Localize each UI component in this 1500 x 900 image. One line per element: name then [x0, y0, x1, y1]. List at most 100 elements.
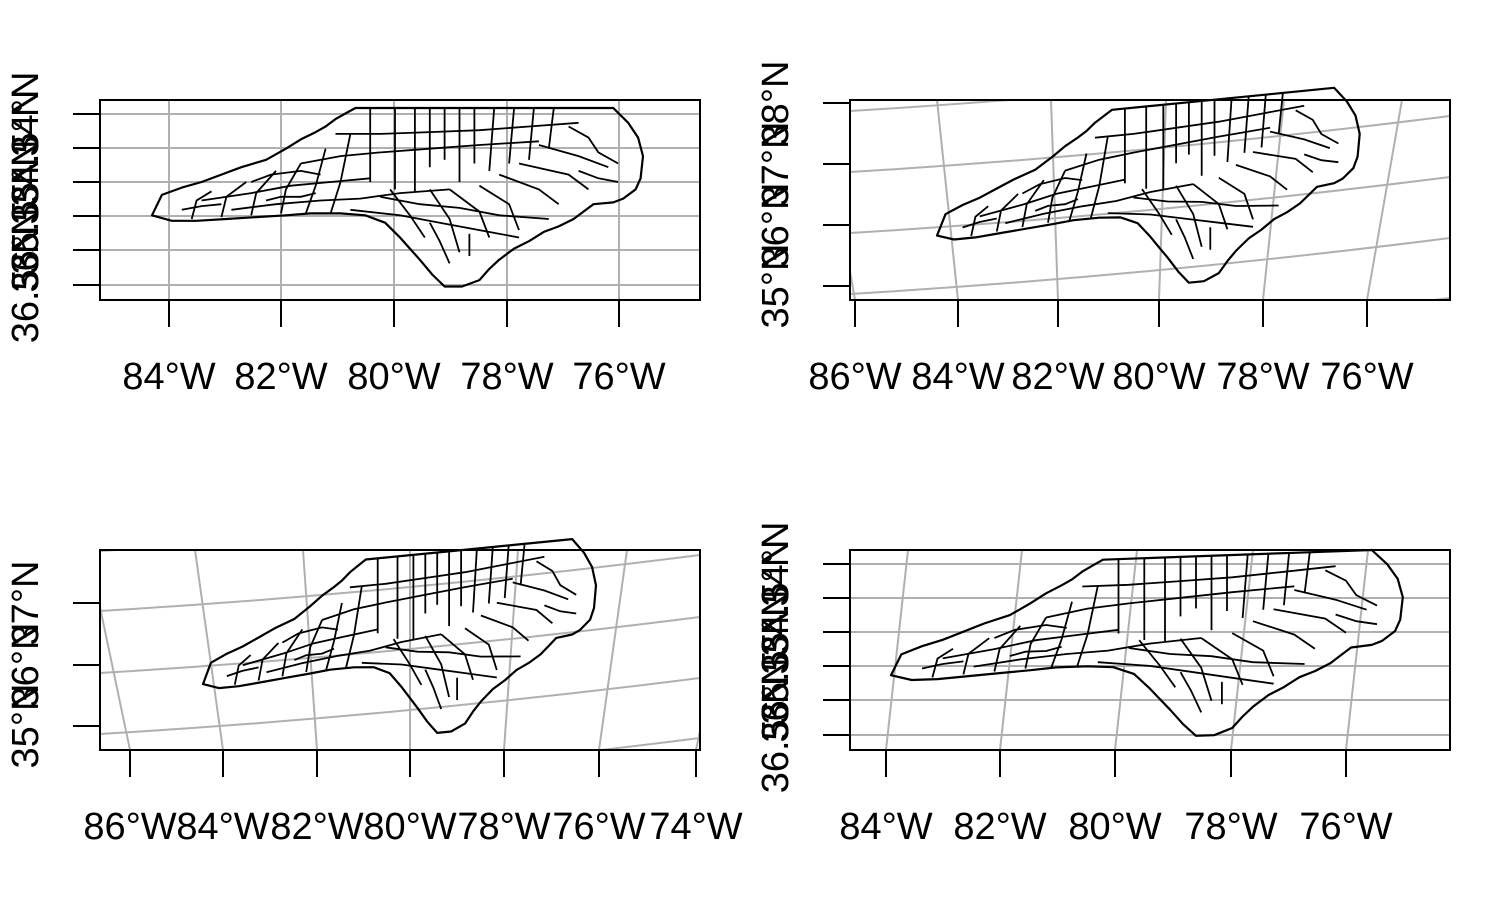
county-boundary [181, 203, 222, 211]
x-tick-label: 80°W [1068, 806, 1161, 848]
county-boundary [304, 148, 327, 214]
y-tick-label: 34.5°N [5, 90, 47, 207]
x-tick-label: 82°W [1011, 356, 1104, 398]
x-tick-label: 82°W [953, 806, 1046, 848]
county-boundary [496, 601, 553, 624]
county-boundary [979, 178, 1126, 218]
y-tick-label: 35°N [755, 590, 797, 675]
county-boundary [487, 546, 494, 604]
county-boundary [1034, 198, 1079, 212]
county-boundary [1303, 153, 1339, 164]
plot-frame [849, 549, 1451, 751]
county-boundary [201, 177, 371, 202]
county-boundary [994, 624, 1067, 639]
graticule-meridian [695, 726, 700, 750]
county-boundary [1009, 645, 1062, 657]
y-tick-label: 34°N [5, 72, 47, 157]
nc-counties [935, 86, 1361, 284]
nc-counties [150, 106, 645, 288]
x-tick-label: 76°W [572, 356, 665, 398]
county-boundary [478, 184, 520, 231]
county-boundary [942, 628, 1119, 660]
county-boundary [962, 217, 997, 229]
county-boundary [518, 162, 590, 191]
map-panel-bottom-left: 86°W 84°W 82°W 80°W 78°W 76°W 74°W 35°N36°N37°N [5, 538, 743, 848]
y-tick-label: 34.5°N [755, 540, 797, 657]
county-boundary [1141, 188, 1173, 236]
county-boundary [488, 107, 496, 171]
county-boundary [429, 188, 461, 253]
county-boundary [1226, 97, 1233, 163]
y-tick-label: 36.5°N [755, 677, 797, 794]
county-boundary [1260, 94, 1267, 148]
county-boundary [1241, 554, 1249, 618]
county-boundary [1133, 196, 1279, 207]
state-outline [150, 106, 645, 288]
x-tick-label: 80°W [347, 356, 440, 398]
county-boundary [578, 170, 619, 183]
county-boundary [1335, 613, 1378, 626]
x-tick-label: 84°W [911, 356, 1004, 398]
plot-frame [99, 549, 701, 751]
graticule [850, 100, 1450, 300]
county-boundary [538, 144, 609, 169]
county-boundary [1094, 104, 1305, 139]
graticule-meridian [1366, 100, 1403, 300]
graticule-meridian [999, 550, 1023, 750]
county-boundary [464, 627, 498, 671]
county-boundary [220, 181, 247, 218]
map-panel-bottom-right: 84°W 82°W 80°W 78°W 76°W 34°N34.5°N35°N35.5°N… [755, 522, 1451, 848]
graticule [850, 550, 1450, 750]
graticule-parallel [850, 237, 1450, 295]
graticule-meridian [598, 550, 628, 750]
x-tick-label: 76°W [552, 806, 645, 848]
state-outline [201, 538, 598, 734]
county-boundary [1262, 553, 1270, 610]
county-boundary [380, 195, 549, 220]
county-boundary [1107, 212, 1254, 228]
graticule-meridian [885, 550, 909, 750]
y-tick-label: 35°N [5, 684, 47, 769]
county-boundary [508, 107, 515, 164]
x-tick-label: 82°W [270, 806, 363, 848]
x-tick-label: 86°W [808, 356, 901, 398]
county-boundary [1089, 136, 1109, 219]
county-boundary [1138, 639, 1177, 688]
y-tick-label: 36°N [5, 623, 47, 708]
y-tick-label: 36.5°N [5, 227, 47, 344]
county-boundary [528, 107, 535, 160]
county-boundary [472, 548, 478, 613]
graticule-parallel [850, 100, 1023, 112]
county-boundary [568, 125, 619, 165]
county-boundary [1324, 569, 1378, 607]
map-panel-top-left: 84°W 82°W 80°W 78°W 76°W 34°N34.5°N35°N35.5°N… [5, 72, 701, 398]
graticule-meridian [1114, 550, 1138, 750]
county-boundary [1005, 183, 1194, 225]
county-boundary [1218, 177, 1254, 220]
graticule-meridian [1230, 550, 1254, 750]
county-boundary [1175, 185, 1203, 248]
graticule-meridian [1262, 100, 1285, 300]
county-boundary [1252, 151, 1314, 173]
county-boundary [190, 190, 212, 220]
county-boundary [429, 222, 451, 264]
county-boundary [281, 626, 339, 644]
county-boundary [498, 173, 560, 205]
county-boundary [226, 666, 259, 677]
graticule-meridian [1050, 100, 1059, 300]
county-boundary [1231, 632, 1275, 677]
county-boundary [350, 208, 520, 239]
x-tick-label: 76°W [1320, 356, 1413, 398]
graticule-meridian [100, 602, 131, 750]
county-boundary [349, 555, 545, 589]
county-boundary [536, 560, 577, 596]
county-boundary [1128, 647, 1305, 665]
state-outline [935, 86, 1361, 284]
y-tick-label: 35°N [5, 140, 47, 225]
county-boundary [973, 637, 1202, 668]
graticule-parallel [100, 550, 133, 552]
county-boundary [231, 188, 450, 211]
county-boundary [1082, 565, 1336, 588]
county-boundary [424, 635, 450, 698]
